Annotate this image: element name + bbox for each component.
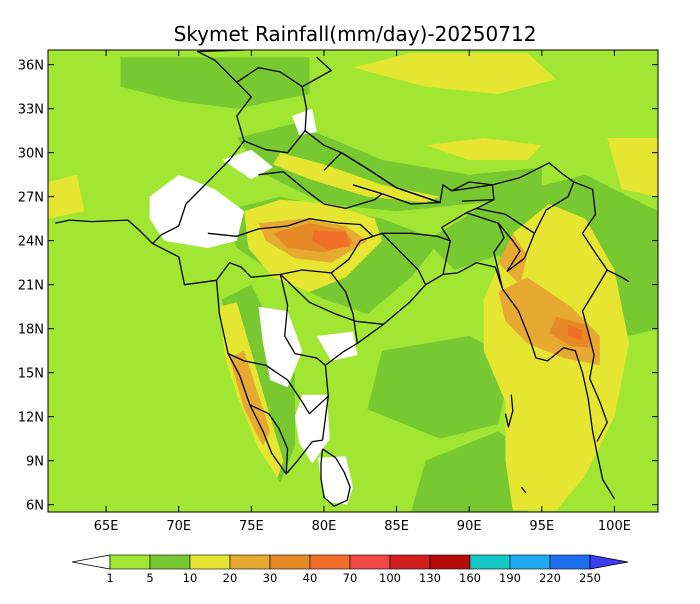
legend-label: 30 [263,571,278,585]
zone-below-1-thar [149,174,245,248]
legend-color-bin [149,554,191,570]
state-border [497,222,521,272]
nicobar-islands [520,486,527,494]
legend-color-bin [509,554,551,570]
zone-10-20-far-east [607,138,658,197]
legend-label: 10 [183,571,198,585]
zone-5-10-bay [367,336,513,439]
zone-10-20-ganges [273,152,441,203]
nepal-border [323,152,441,205]
lon-tick-label: 100E [598,519,631,534]
srilanka-outline [320,448,351,507]
bhutan-border [451,181,495,202]
legend-color-bin [109,554,151,570]
legend-label: 190 [499,571,521,585]
lat-tick-label: 36N [18,59,44,74]
zone-below-1-srilanka [318,456,353,505]
legend-low-arrow [71,554,111,570]
state-border [227,353,329,415]
legend-color-bin [189,554,231,570]
tibet-border [301,56,332,88]
legend-label: 160 [459,571,481,585]
lat-tick-label: 15N [18,367,44,382]
legend-label: 250 [579,571,601,585]
map-title: Skymet Rainfall(mm/day)-20250712 [174,22,537,46]
lon-tick-label: 80E [312,519,337,534]
lat-tick-label: 12N [18,411,44,426]
zone-40-70-myanmar [568,324,583,341]
state-border [279,274,326,366]
zone-10-20-north [425,138,542,160]
zone-below-1-ladakh [292,108,317,136]
state-border [249,404,289,474]
legend-label: 5 [146,571,153,585]
lat-tick-label: 27N [18,191,44,206]
lat-tick-label: 33N [18,103,44,118]
latitude-axis: 36N 33N 30N 27N 24N 21N 18N 15N 12N 9N 6N [18,59,658,514]
lat-tick-label: 6N [26,499,44,514]
zone-20-30-bangladesh [498,233,528,285]
andaman-islands [504,394,514,428]
legend-color-bin [349,554,391,570]
map-plot-area [47,49,659,513]
legend-label: 70 [343,571,358,585]
lat-tick-label: 24N [18,235,44,250]
state-border [381,232,427,285]
india-north-border [152,66,575,273]
zone-below-1-rajasthan [222,149,274,180]
legend-color-bin [269,554,311,570]
legend-color-bin [229,554,271,570]
lat-tick-label: 18N [18,323,44,338]
legend-color-bin [429,554,471,570]
lon-tick-label: 95E [529,519,554,534]
lon-tick-label: 70E [166,519,191,534]
state-border [258,171,383,210]
pakistan-coast [55,219,154,245]
zone-40-70-central [312,230,351,250]
legend-color-bin [469,554,511,570]
legend-color-bin [309,554,351,570]
myanmar-east-border [581,269,608,442]
rainfall-legend: 1 5 10 20 30 40 70 100 130 160 190 220 250 [71,554,629,585]
state-border [279,273,384,325]
lat-tick-label: 21N [18,279,44,294]
state-border [476,199,495,209]
legend-high-arrow [589,554,629,570]
legend-label: 130 [419,571,441,585]
state-border [243,130,306,154]
myanmar-border [573,181,630,283]
legend-color-bin [549,554,591,570]
longitude-axis: 65E 70E 75E 80E 85E 90E 95E 100E [94,50,631,534]
lat-tick-label: 9N [26,455,44,470]
lon-tick-label: 65E [94,519,119,534]
zone-5-10-north [120,57,310,109]
zone-10-20-nw [353,52,557,94]
zone-10-20-arabian [48,174,85,219]
legend-label: 100 [379,571,401,585]
state-border [466,207,535,234]
legend-color-bin [389,554,431,570]
pakistan-north-border [196,49,245,83]
legend-label: 40 [303,571,318,585]
zone-below-1-east [316,331,358,361]
lon-tick-label: 90E [457,519,482,534]
bangladesh-border [440,212,505,290]
lon-tick-label: 85E [384,519,409,534]
map-frame [47,49,659,513]
legend-label: 220 [539,571,561,585]
lon-tick-label: 75E [239,519,264,534]
lat-tick-label: 30N [18,147,44,162]
state-border [207,218,374,237]
legend-label: 20 [223,571,238,585]
zone-below-1-tamilnadu [294,394,330,464]
legend-label: 1 [106,571,113,585]
coastline [152,243,615,500]
state-border [330,272,359,344]
